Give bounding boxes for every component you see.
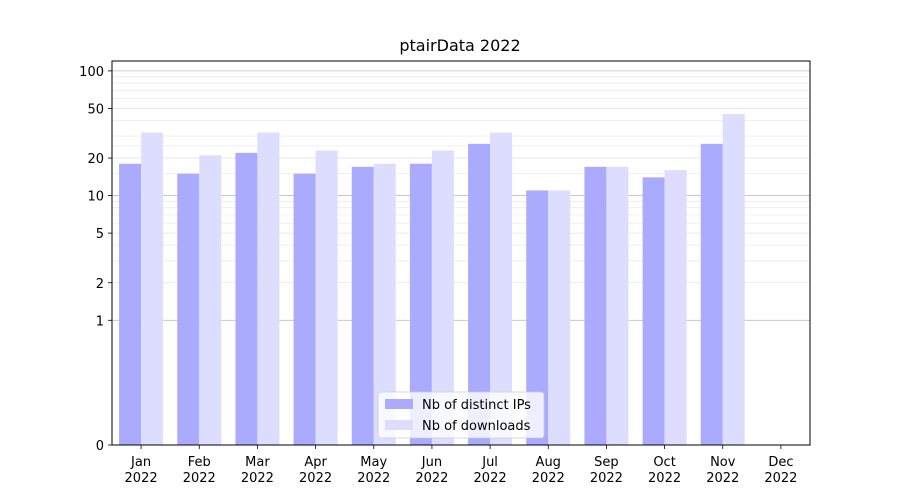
bar-distinct-ips <box>119 163 142 445</box>
bar-downloads <box>315 150 338 445</box>
bar-distinct-ips <box>468 143 491 446</box>
x-tick-label: Oct 2022 <box>648 455 681 486</box>
x-tick-label: May 2022 <box>357 455 390 486</box>
bar-distinct-ips <box>584 166 607 445</box>
bar-downloads <box>199 155 222 445</box>
axes-layer <box>111 60 811 446</box>
x-tick-label-line: Jun <box>421 455 442 470</box>
bar-downloads <box>141 132 164 446</box>
bar-distinct-ips <box>409 163 432 445</box>
grid-layer <box>112 70 810 321</box>
x-tick-label-line: 2022 <box>590 471 623 486</box>
legend-label: Nb of downloads <box>422 419 531 434</box>
bar-distinct-ips <box>642 177 665 445</box>
x-tick-label-line: 2022 <box>415 471 448 486</box>
x-tick-label-line: 2022 <box>183 471 216 486</box>
x-tick-label-line: Feb <box>188 455 211 470</box>
x-tick-label-line: 2022 <box>706 471 739 486</box>
bar-distinct-ips <box>177 173 200 445</box>
y-tick-label: 100 <box>79 65 104 80</box>
x-tick-label-line: 2022 <box>648 471 681 486</box>
y-tick-label: 1 <box>96 314 104 329</box>
bars-layer <box>119 114 745 446</box>
x-tick-label: Sep 2022 <box>590 455 623 486</box>
plot-frame <box>111 60 811 446</box>
bar-downloads <box>257 132 280 446</box>
y-tick-label: 50 <box>87 102 104 117</box>
x-tick-label-line: Aug <box>536 455 561 470</box>
x-tick-label-line: Mar <box>245 455 270 470</box>
x-tick-label-line: Nov <box>710 455 736 470</box>
bar-distinct-ips <box>526 190 549 445</box>
bar-downloads <box>664 170 687 445</box>
legend-box <box>377 391 545 439</box>
x-tick-label-line: 2022 <box>357 471 390 486</box>
legend-swatch <box>385 399 413 409</box>
x-tick-label-line: 2022 <box>532 471 565 486</box>
x-tick-label: Feb 2022 <box>183 455 216 486</box>
x-tick-label: Nov 2022 <box>706 455 739 486</box>
x-tick-label-line: 2022 <box>474 471 507 486</box>
x-tick-label: Mar 2022 <box>241 455 274 486</box>
x-tick-label: Dec 2022 <box>764 455 797 486</box>
x-tick-label: Jan 2022 <box>125 455 158 486</box>
bar-downloads <box>606 166 629 445</box>
chart-title: ptairData 2022 <box>399 36 520 55</box>
y-tick-label: 20 <box>87 152 104 167</box>
x-tick-label-line: Jul <box>481 455 498 470</box>
x-tick-label-line: Sep <box>594 455 619 470</box>
y-tick-label: 5 <box>96 227 104 242</box>
legend-swatch <box>385 420 413 430</box>
bar-downloads <box>548 190 571 445</box>
bar-distinct-ips <box>351 166 374 445</box>
x-tick-label: Apr 2022 <box>299 455 332 486</box>
bar-distinct-ips <box>235 152 258 445</box>
x-tick-label-line: Oct <box>653 455 675 470</box>
bar-downloads <box>722 114 745 445</box>
bar-distinct-ips <box>293 173 316 445</box>
x-tick-label-line: 2022 <box>241 471 274 486</box>
bar-downloads <box>431 150 454 445</box>
x-tick-label-line: 2022 <box>125 471 158 486</box>
y-tick-label: 10 <box>87 190 104 205</box>
bar-downloads <box>490 132 513 446</box>
legend-label: Nb of distinct IPs <box>422 398 531 413</box>
x-tick-label: Aug 2022 <box>532 455 565 486</box>
x-tick-label: Jun 2022 <box>415 455 448 486</box>
x-tick-label-line: Apr <box>304 455 327 470</box>
y-tick-label: 0 <box>96 439 104 454</box>
x-tick-label-line: 2022 <box>764 471 797 486</box>
x-tick-label-line: Dec <box>768 455 793 470</box>
x-tick-label-line: Jan <box>130 455 151 470</box>
bar-downloads <box>373 163 396 445</box>
x-tick-label: Jul 2022 <box>474 455 507 486</box>
x-tick-label-line: 2022 <box>299 471 332 486</box>
legend: Nb of distinct IPs Nb of downloads <box>377 391 545 439</box>
bar-distinct-ips <box>700 143 723 446</box>
y-tick-label: 2 <box>96 277 104 292</box>
x-tick-label-line: May <box>360 455 387 470</box>
